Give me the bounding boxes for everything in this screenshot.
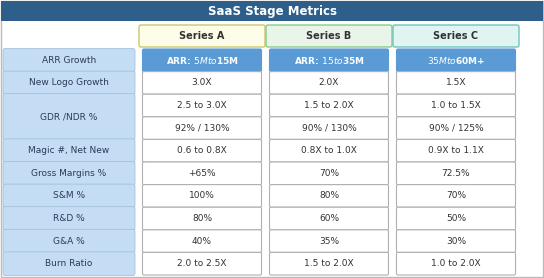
Text: 2.0 to 2.5X: 2.0 to 2.5X (177, 259, 227, 268)
Text: ARR: $15 to $35M: ARR: $15 to $35M (294, 55, 364, 66)
Text: 92% / 130%: 92% / 130% (175, 124, 230, 133)
Text: GDR /NDR %: GDR /NDR % (40, 112, 98, 121)
FancyBboxPatch shape (143, 207, 262, 230)
FancyBboxPatch shape (397, 230, 516, 252)
FancyBboxPatch shape (139, 25, 265, 47)
Text: 0.6 to 0.8X: 0.6 to 0.8X (177, 146, 227, 155)
FancyBboxPatch shape (3, 252, 135, 275)
FancyBboxPatch shape (266, 25, 392, 47)
FancyBboxPatch shape (397, 94, 516, 117)
FancyBboxPatch shape (269, 94, 388, 117)
Text: Magic #, Net New: Magic #, Net New (28, 146, 110, 155)
Text: 30%: 30% (446, 237, 466, 245)
FancyBboxPatch shape (143, 94, 262, 117)
FancyBboxPatch shape (397, 49, 516, 72)
FancyBboxPatch shape (269, 207, 388, 230)
FancyBboxPatch shape (3, 207, 135, 230)
FancyBboxPatch shape (3, 48, 135, 72)
FancyBboxPatch shape (3, 229, 135, 253)
Text: Series C: Series C (434, 31, 479, 41)
Text: R&D %: R&D % (53, 214, 85, 223)
Text: 100%: 100% (189, 191, 215, 200)
FancyBboxPatch shape (397, 72, 516, 94)
Text: 1.5X: 1.5X (446, 78, 466, 87)
Text: SaaS Stage Metrics: SaaS Stage Metrics (207, 4, 337, 18)
Text: ARR Growth: ARR Growth (42, 56, 96, 65)
FancyBboxPatch shape (397, 207, 516, 230)
Text: 90% / 125%: 90% / 125% (429, 124, 483, 133)
Text: ARR: $5M to $15M: ARR: $5M to $15M (165, 55, 238, 66)
Text: 60%: 60% (319, 214, 339, 223)
Text: 0.8X to 1.0X: 0.8X to 1.0X (301, 146, 357, 155)
FancyBboxPatch shape (269, 72, 388, 94)
Text: 50%: 50% (446, 214, 466, 223)
Text: G&A %: G&A % (53, 237, 85, 245)
FancyBboxPatch shape (397, 117, 516, 139)
FancyBboxPatch shape (3, 162, 135, 185)
Text: 1.5 to 2.0X: 1.5 to 2.0X (304, 259, 354, 268)
FancyBboxPatch shape (143, 230, 262, 252)
Text: 80%: 80% (192, 214, 212, 223)
FancyBboxPatch shape (143, 139, 262, 162)
FancyBboxPatch shape (397, 252, 516, 275)
Text: Burn Ratio: Burn Ratio (45, 259, 92, 268)
Text: 70%: 70% (319, 169, 339, 178)
Text: 0.9X to 1.1X: 0.9X to 1.1X (428, 146, 484, 155)
FancyBboxPatch shape (143, 252, 262, 275)
Text: S&M %: S&M % (53, 191, 85, 200)
FancyBboxPatch shape (269, 230, 388, 252)
FancyBboxPatch shape (397, 162, 516, 185)
FancyBboxPatch shape (269, 185, 388, 207)
Text: 1.5 to 2.0X: 1.5 to 2.0X (304, 101, 354, 110)
Text: +65%: +65% (188, 169, 216, 178)
FancyBboxPatch shape (397, 185, 516, 207)
FancyBboxPatch shape (143, 117, 262, 139)
Text: 1.0 to 2.0X: 1.0 to 2.0X (431, 259, 481, 268)
FancyBboxPatch shape (3, 94, 135, 140)
FancyBboxPatch shape (3, 184, 135, 208)
Text: 3.0X: 3.0X (191, 78, 212, 87)
FancyBboxPatch shape (397, 139, 516, 162)
Text: 40%: 40% (192, 237, 212, 245)
Text: Gross Margins %: Gross Margins % (32, 169, 107, 178)
Text: 72.5%: 72.5% (442, 169, 471, 178)
Text: New Logo Growth: New Logo Growth (29, 78, 109, 87)
Text: 1.0 to 1.5X: 1.0 to 1.5X (431, 101, 481, 110)
Text: Series B: Series B (306, 31, 351, 41)
FancyBboxPatch shape (269, 117, 388, 139)
Text: $35M to $60M+: $35M to $60M+ (427, 55, 485, 66)
FancyBboxPatch shape (269, 49, 388, 72)
FancyBboxPatch shape (393, 25, 519, 47)
Text: 90% / 130%: 90% / 130% (301, 124, 356, 133)
FancyBboxPatch shape (143, 72, 262, 94)
Text: 2.0X: 2.0X (319, 78, 339, 87)
FancyBboxPatch shape (269, 252, 388, 275)
FancyBboxPatch shape (3, 139, 135, 163)
FancyBboxPatch shape (143, 162, 262, 185)
Text: Series A: Series A (180, 31, 225, 41)
FancyBboxPatch shape (1, 1, 543, 21)
Text: 2.5 to 3.0X: 2.5 to 3.0X (177, 101, 227, 110)
Text: 80%: 80% (319, 191, 339, 200)
Text: 70%: 70% (446, 191, 466, 200)
Text: 35%: 35% (319, 237, 339, 245)
FancyBboxPatch shape (269, 139, 388, 162)
FancyBboxPatch shape (143, 185, 262, 207)
FancyBboxPatch shape (3, 71, 135, 95)
FancyBboxPatch shape (269, 162, 388, 185)
FancyBboxPatch shape (143, 49, 262, 72)
